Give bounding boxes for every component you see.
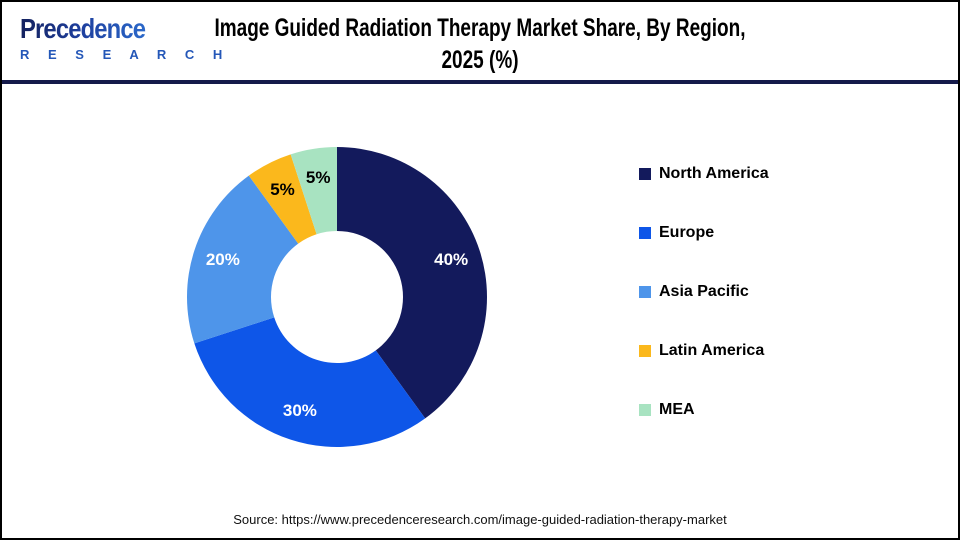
source-text: Source: https://www.precedenceresearch.c… (233, 512, 727, 527)
slice-label-latin-america: 5% (270, 180, 295, 200)
legend-label-latin-america: Latin America (659, 341, 765, 359)
legend-label-mea: MEA (659, 400, 695, 418)
legend-swatch-latin-america (639, 344, 651, 357)
slice-label-mea: 5% (305, 168, 331, 188)
donut-slice-latin-america (248, 154, 317, 244)
legend-label-asia-pacific: Asia Pacific (659, 282, 749, 300)
legend-item-asia-pacific: Asia Pacific (639, 282, 769, 301)
slice-label-north-america: 40% (434, 249, 469, 269)
legend-swatch-europe (639, 226, 651, 239)
chart-title-line1: Image Guided Radiation Therapy Market Sh… (214, 14, 746, 42)
donut-slice-north-america (337, 147, 487, 419)
legend-swatch-mea (639, 403, 651, 416)
legend-item-europe: Europe (639, 223, 769, 242)
legend-label-north-america: North America (659, 164, 769, 182)
donut-slice-europe (194, 317, 426, 447)
slice-label-asia-pacific: 20% (205, 249, 240, 269)
logo-sub-text: R E S E A R C H (20, 47, 230, 62)
legend-swatch-asia-pacific (639, 285, 651, 298)
chart-title: Image Guided Radiation Therapy Market Sh… (2, 12, 958, 76)
legend-swatch-north-america (639, 167, 651, 180)
legend: North America Europe Asia Pacific Latin Ame… (639, 164, 769, 419)
donut-slice-mea (290, 147, 337, 235)
donut-svg (187, 147, 487, 447)
slice-label-europe: 30% (282, 401, 317, 421)
donut-slice-asia-pacific (187, 175, 299, 344)
legend-label-europe: Europe (659, 223, 715, 241)
logo-brand-text: Precedence (20, 15, 156, 43)
chart-title-line2: 2025 (%) (441, 46, 519, 74)
legend-item-latin-america: Latin America (639, 341, 769, 360)
legend-item-north-america: North America (639, 164, 769, 183)
precedence-research-logo: Precedence R E S E A R C H (20, 15, 230, 62)
header: Precedence R E S E A R C H Image Guided … (2, 2, 958, 84)
footer: Source: https://www.precedenceresearch.c… (2, 512, 958, 527)
donut-chart: 40% 30% 20% 5% 5% (187, 147, 487, 447)
legend-item-mea: MEA (639, 400, 769, 419)
